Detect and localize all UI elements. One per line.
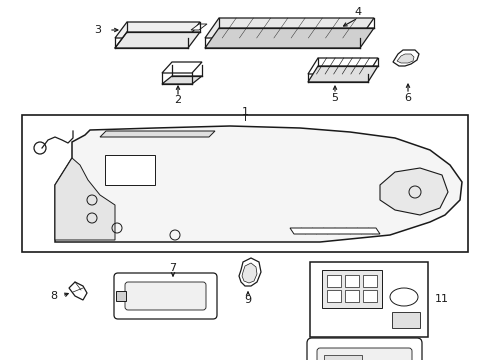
Bar: [324, 355, 361, 360]
Polygon shape: [105, 155, 155, 185]
Bar: [309, 262, 427, 337]
Polygon shape: [191, 24, 206, 30]
Polygon shape: [115, 22, 200, 38]
Bar: [391, 312, 419, 328]
FancyBboxPatch shape: [114, 273, 217, 319]
Text: 3: 3: [94, 25, 102, 35]
Polygon shape: [396, 54, 413, 63]
Text: 2: 2: [174, 95, 181, 105]
Bar: [326, 290, 340, 302]
Text: 5: 5: [331, 93, 338, 103]
FancyBboxPatch shape: [306, 338, 421, 360]
Polygon shape: [307, 66, 377, 82]
Polygon shape: [100, 131, 215, 137]
Bar: [362, 290, 376, 302]
FancyBboxPatch shape: [316, 348, 411, 360]
Bar: [321, 270, 381, 308]
Bar: [345, 290, 358, 302]
Text: 4: 4: [354, 7, 361, 17]
Polygon shape: [55, 126, 461, 242]
Text: 8: 8: [50, 291, 58, 301]
Polygon shape: [162, 76, 202, 84]
Polygon shape: [392, 50, 418, 66]
Polygon shape: [204, 28, 373, 48]
Text: 11: 11: [434, 294, 448, 304]
Text: 9: 9: [244, 295, 251, 305]
Bar: [362, 275, 376, 287]
Bar: [345, 275, 358, 287]
Polygon shape: [379, 168, 447, 215]
Text: 1: 1: [241, 107, 248, 117]
Polygon shape: [242, 263, 257, 283]
Bar: [22, 115, 467, 252]
Polygon shape: [116, 291, 126, 301]
Polygon shape: [69, 282, 87, 300]
Polygon shape: [55, 158, 115, 240]
Polygon shape: [289, 228, 379, 234]
Polygon shape: [307, 58, 377, 74]
Bar: [326, 275, 340, 287]
Text: 7: 7: [169, 263, 176, 273]
FancyBboxPatch shape: [125, 282, 205, 310]
Polygon shape: [162, 62, 202, 73]
Ellipse shape: [389, 288, 417, 306]
Polygon shape: [239, 258, 261, 286]
Polygon shape: [115, 32, 200, 48]
Polygon shape: [204, 18, 373, 38]
Text: 6: 6: [404, 93, 411, 103]
